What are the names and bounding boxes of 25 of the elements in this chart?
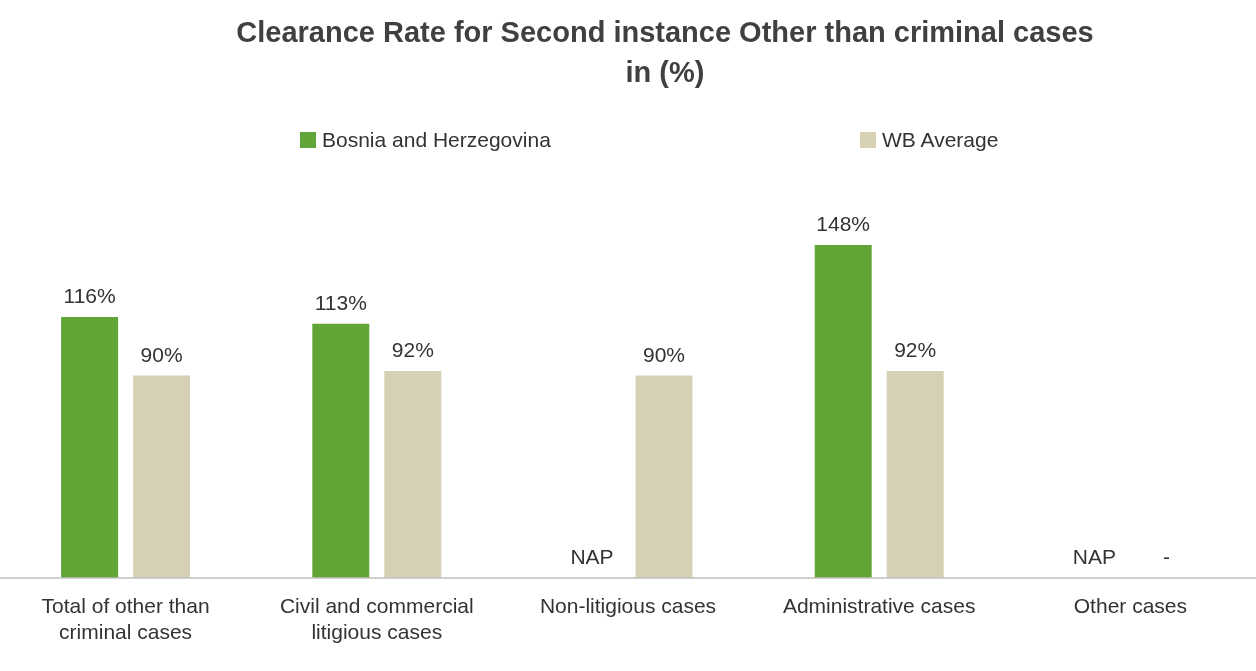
data-label: 92% (894, 338, 937, 361)
data-label: 90% (140, 342, 183, 366)
bar (886, 371, 944, 578)
bar (814, 245, 872, 578)
data-label: 116% (63, 284, 116, 307)
x-tick-label: Civil and commercial litigious cases (279, 594, 474, 643)
bar (312, 323, 370, 578)
data-label: 148% (816, 212, 871, 235)
data-label: 92% (391, 338, 434, 361)
legend-label: Bosnia and Herzegovina (322, 128, 552, 151)
bar (384, 371, 442, 578)
bar (61, 317, 119, 578)
data-label: 113% (314, 290, 367, 314)
x-tick-label: Other cases (1073, 594, 1188, 617)
legend-label: WB Average (882, 128, 999, 151)
bar (133, 375, 191, 578)
text: - (1162, 545, 1170, 568)
text: NAP (1072, 545, 1116, 568)
x-tick-label: Administrative cases (782, 594, 976, 617)
bar (635, 375, 693, 578)
x-tick-label: Total of other than criminal cases (41, 594, 210, 643)
chart-title: Clearance Rate for Second instance Other than criminal cases in (%) (236, 16, 1094, 88)
data-label: 90% (642, 342, 686, 366)
x-tick-label: Non-litigious cases (539, 594, 717, 617)
text: NAP (570, 545, 614, 568)
